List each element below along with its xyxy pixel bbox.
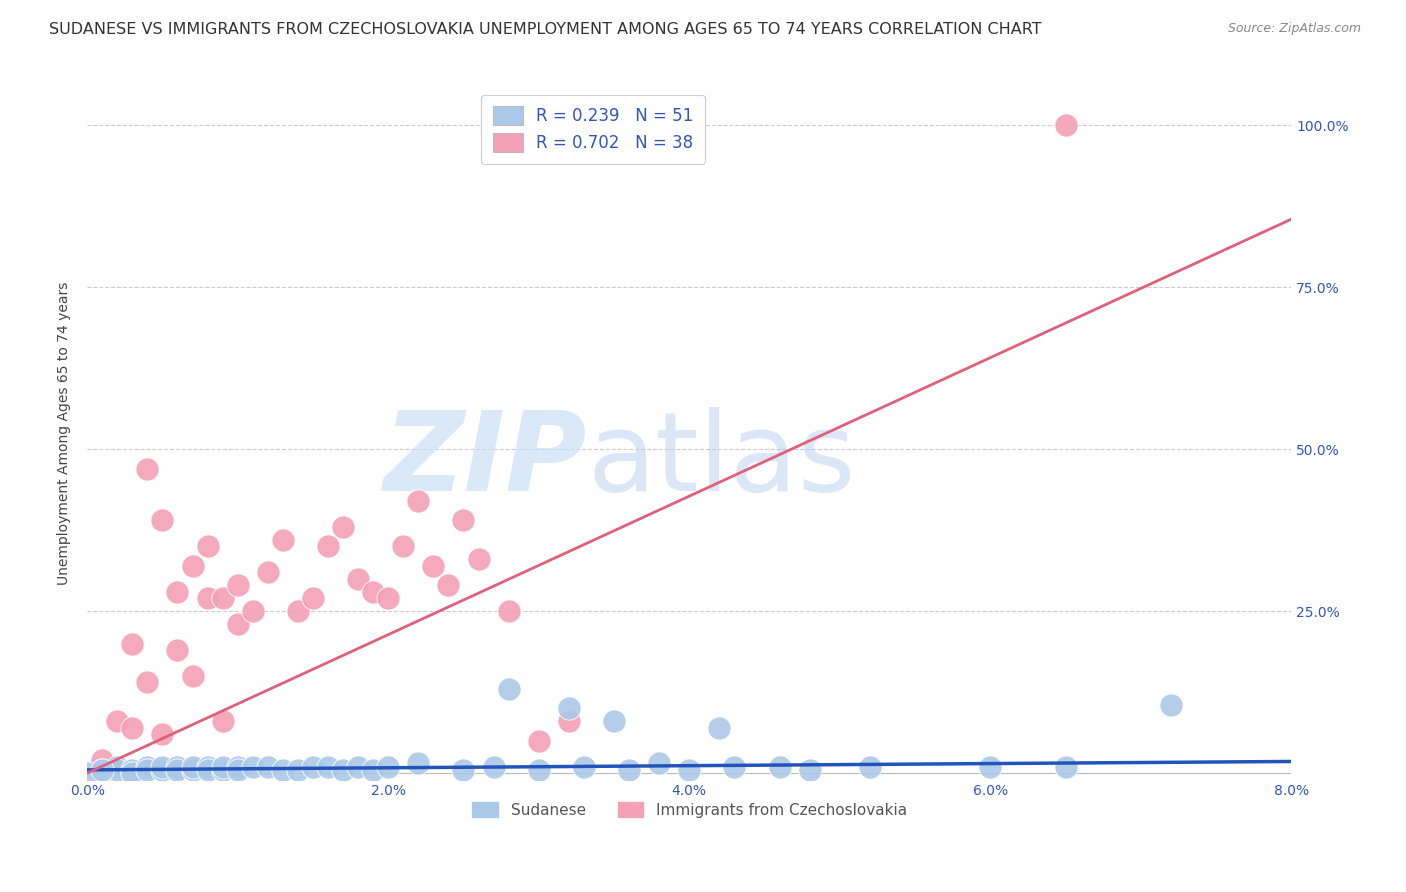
Point	[121, 721, 143, 735]
Legend: Sudanese, Immigrants from Czechoslovakia: Sudanese, Immigrants from Czechoslovakia	[465, 795, 914, 824]
Point	[768, 759, 790, 773]
Point	[136, 759, 159, 773]
Point	[181, 669, 204, 683]
Point	[361, 584, 384, 599]
Point	[242, 759, 264, 773]
Point	[271, 533, 294, 547]
Y-axis label: Unemployment Among Ages 65 to 74 years: Unemployment Among Ages 65 to 74 years	[58, 281, 72, 584]
Point	[453, 513, 475, 527]
Point	[211, 759, 233, 773]
Point	[678, 763, 700, 777]
Point	[197, 763, 219, 777]
Point	[121, 763, 143, 777]
Point	[453, 763, 475, 777]
Point	[979, 759, 1001, 773]
Point	[1054, 118, 1077, 132]
Point	[377, 759, 399, 773]
Point	[256, 759, 278, 773]
Point	[152, 759, 174, 773]
Point	[498, 604, 520, 618]
Point	[181, 763, 204, 777]
Point	[91, 763, 114, 777]
Point	[152, 763, 174, 777]
Point	[136, 763, 159, 777]
Point	[152, 513, 174, 527]
Point	[211, 763, 233, 777]
Point	[377, 591, 399, 606]
Point	[271, 763, 294, 777]
Point	[181, 759, 204, 773]
Point	[226, 617, 249, 632]
Point	[181, 558, 204, 573]
Point	[166, 759, 188, 773]
Point	[408, 494, 430, 508]
Point	[136, 675, 159, 690]
Point	[1160, 698, 1182, 712]
Point	[105, 714, 128, 729]
Point	[316, 759, 339, 773]
Point	[361, 763, 384, 777]
Point	[197, 759, 219, 773]
Point	[91, 753, 114, 767]
Point	[558, 701, 581, 715]
Point	[572, 759, 595, 773]
Point	[121, 636, 143, 650]
Point	[256, 566, 278, 580]
Point	[91, 766, 114, 780]
Point	[91, 763, 114, 777]
Point	[166, 763, 188, 777]
Point	[527, 763, 550, 777]
Point	[105, 763, 128, 777]
Point	[332, 520, 354, 534]
Point	[287, 604, 309, 618]
Point	[527, 733, 550, 747]
Point	[467, 552, 489, 566]
Text: SUDANESE VS IMMIGRANTS FROM CZECHOSLOVAKIA UNEMPLOYMENT AMONG AGES 65 TO 74 YEAR: SUDANESE VS IMMIGRANTS FROM CZECHOSLOVAK…	[49, 22, 1042, 37]
Point	[347, 572, 370, 586]
Point	[211, 591, 233, 606]
Text: Source: ZipAtlas.com: Source: ZipAtlas.com	[1227, 22, 1361, 36]
Point	[166, 643, 188, 657]
Point	[332, 763, 354, 777]
Point	[859, 759, 882, 773]
Point	[408, 756, 430, 771]
Point	[1054, 759, 1077, 773]
Point	[799, 763, 821, 777]
Point	[316, 540, 339, 554]
Point	[121, 766, 143, 780]
Point	[302, 591, 325, 606]
Point	[347, 759, 370, 773]
Point	[302, 759, 325, 773]
Point	[76, 766, 98, 780]
Point	[105, 759, 128, 773]
Text: atlas: atlas	[586, 408, 855, 514]
Point	[392, 540, 415, 554]
Point	[603, 714, 626, 729]
Point	[211, 714, 233, 729]
Point	[242, 604, 264, 618]
Point	[226, 759, 249, 773]
Point	[226, 578, 249, 592]
Point	[498, 681, 520, 696]
Point	[197, 540, 219, 554]
Point	[166, 584, 188, 599]
Point	[617, 763, 640, 777]
Point	[136, 461, 159, 475]
Point	[197, 591, 219, 606]
Point	[437, 578, 460, 592]
Point	[226, 763, 249, 777]
Point	[287, 763, 309, 777]
Point	[422, 558, 444, 573]
Point	[558, 714, 581, 729]
Text: ZIP: ZIP	[384, 408, 586, 514]
Point	[482, 759, 505, 773]
Point	[709, 721, 731, 735]
Point	[152, 727, 174, 741]
Point	[723, 759, 745, 773]
Point	[648, 756, 671, 771]
